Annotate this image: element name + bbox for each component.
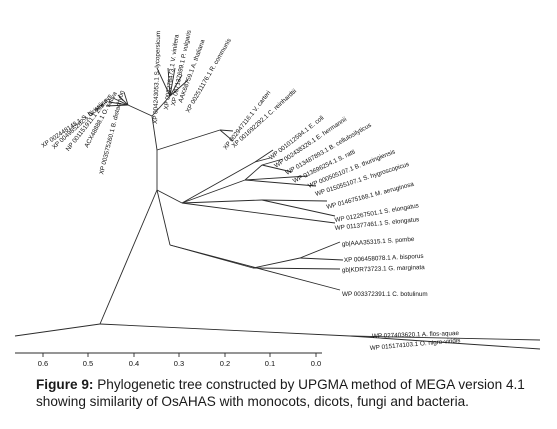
figure-caption-label: Figure 9: [36,377,94,392]
branch-b-hermannii [254,149,274,163]
leaf-s-lycopersicum: XP 004243053.1 S. lycopersicum [152,31,162,124]
branch-o-sativa [117,94,129,106]
branch-s-italica [108,101,129,106]
branch-s-hygroscopicus [244,179,317,187]
branch-outgroup-nigro-viridis [349,335,541,350]
branch-r-communis [169,79,189,97]
branch-root [14,323,101,337]
branch-firmicutes [181,179,246,204]
axis-tick-label: 0.0 [311,359,321,368]
branch-s-elongatus2 [181,202,336,224]
leaf-a-flos-aquae: WP 027403620.1 A. flos-aquae [372,330,460,340]
branch-s-ratti [261,164,293,173]
leaf-a-bisporus: XP 006458078.1 A. bisporus [344,253,424,264]
branch-outgroup-flos-aquae [349,335,541,341]
axis-tick-label: 0.3 [174,359,184,368]
branch-a-thaliana [169,74,183,97]
branch-s-pombe [299,241,341,259]
axis-tick-label: 0.4 [129,359,139,368]
branch-root-outgroup [99,323,351,337]
branch-c-reinhardtii [219,129,234,142]
figure-caption-text: Phylogenetic tree constructed by UPGMA m… [36,377,525,409]
branch-z-mays [112,97,129,106]
branch-fungi [169,244,254,269]
branch-s-elongatus [261,199,336,217]
branch-monocots [127,104,153,117]
branch-g-marginata [252,267,341,270]
branch-s-lycopersicum [156,67,171,97]
branch-firmicutes-sub [244,164,263,181]
branch-dicots-monocots [151,115,158,151]
axis-tick-label: 0.1 [265,359,275,368]
branch-main [99,189,158,325]
branch-a-bisporus [299,257,344,261]
branch-b-thuringiensis [244,175,309,181]
leaf-g-marginata: gb|KDR73723.1 G. marginata [342,264,426,274]
branch-b-distachyon [123,91,129,106]
phylogenetic-tree: XP 002448148.1 S. bicolor XP 004985262.1… [14,30,541,368]
leaf-c-botulinum: WP 003372391.1 C. botulinum [342,291,428,298]
branch-dicots [151,95,171,117]
axis-tick-label: 0.2 [220,359,230,368]
tree-branches [14,67,541,350]
branch-fungi-sub [252,257,301,269]
branch-algae [156,129,221,151]
axis-tick-marks [42,353,317,357]
axis-tick-label: 0.6 [38,359,48,368]
branch-v-carteri [219,129,234,132]
leaf-s-pombe: gb|AAA35315.1 S. pombe [342,236,416,248]
branch-m-aeruginosa [261,199,328,202]
leaf-labels: XP 002448148.1 S. bicolor XP 004985262.1… [40,30,461,352]
branch-e-coli [254,157,271,163]
branch-b-cellulosilyticus [261,158,284,166]
branch-enterobacteria [181,161,256,204]
branch-cyano [181,199,263,204]
branch-p-vulgaris [169,67,176,97]
branch-v-vinifera [167,67,171,97]
scale-axis: 0.6 0.5 0.4 0.3 0.2 0.1 0.0 [15,352,322,368]
branch-s-bicolor [105,104,129,107]
branch-fungi-bacteria [156,189,171,246]
figure-caption: Figure 9: Phylogenetic tree constructed … [36,376,546,410]
axis-tick-label: 0.5 [83,359,93,368]
branch-bacteria [156,189,183,204]
